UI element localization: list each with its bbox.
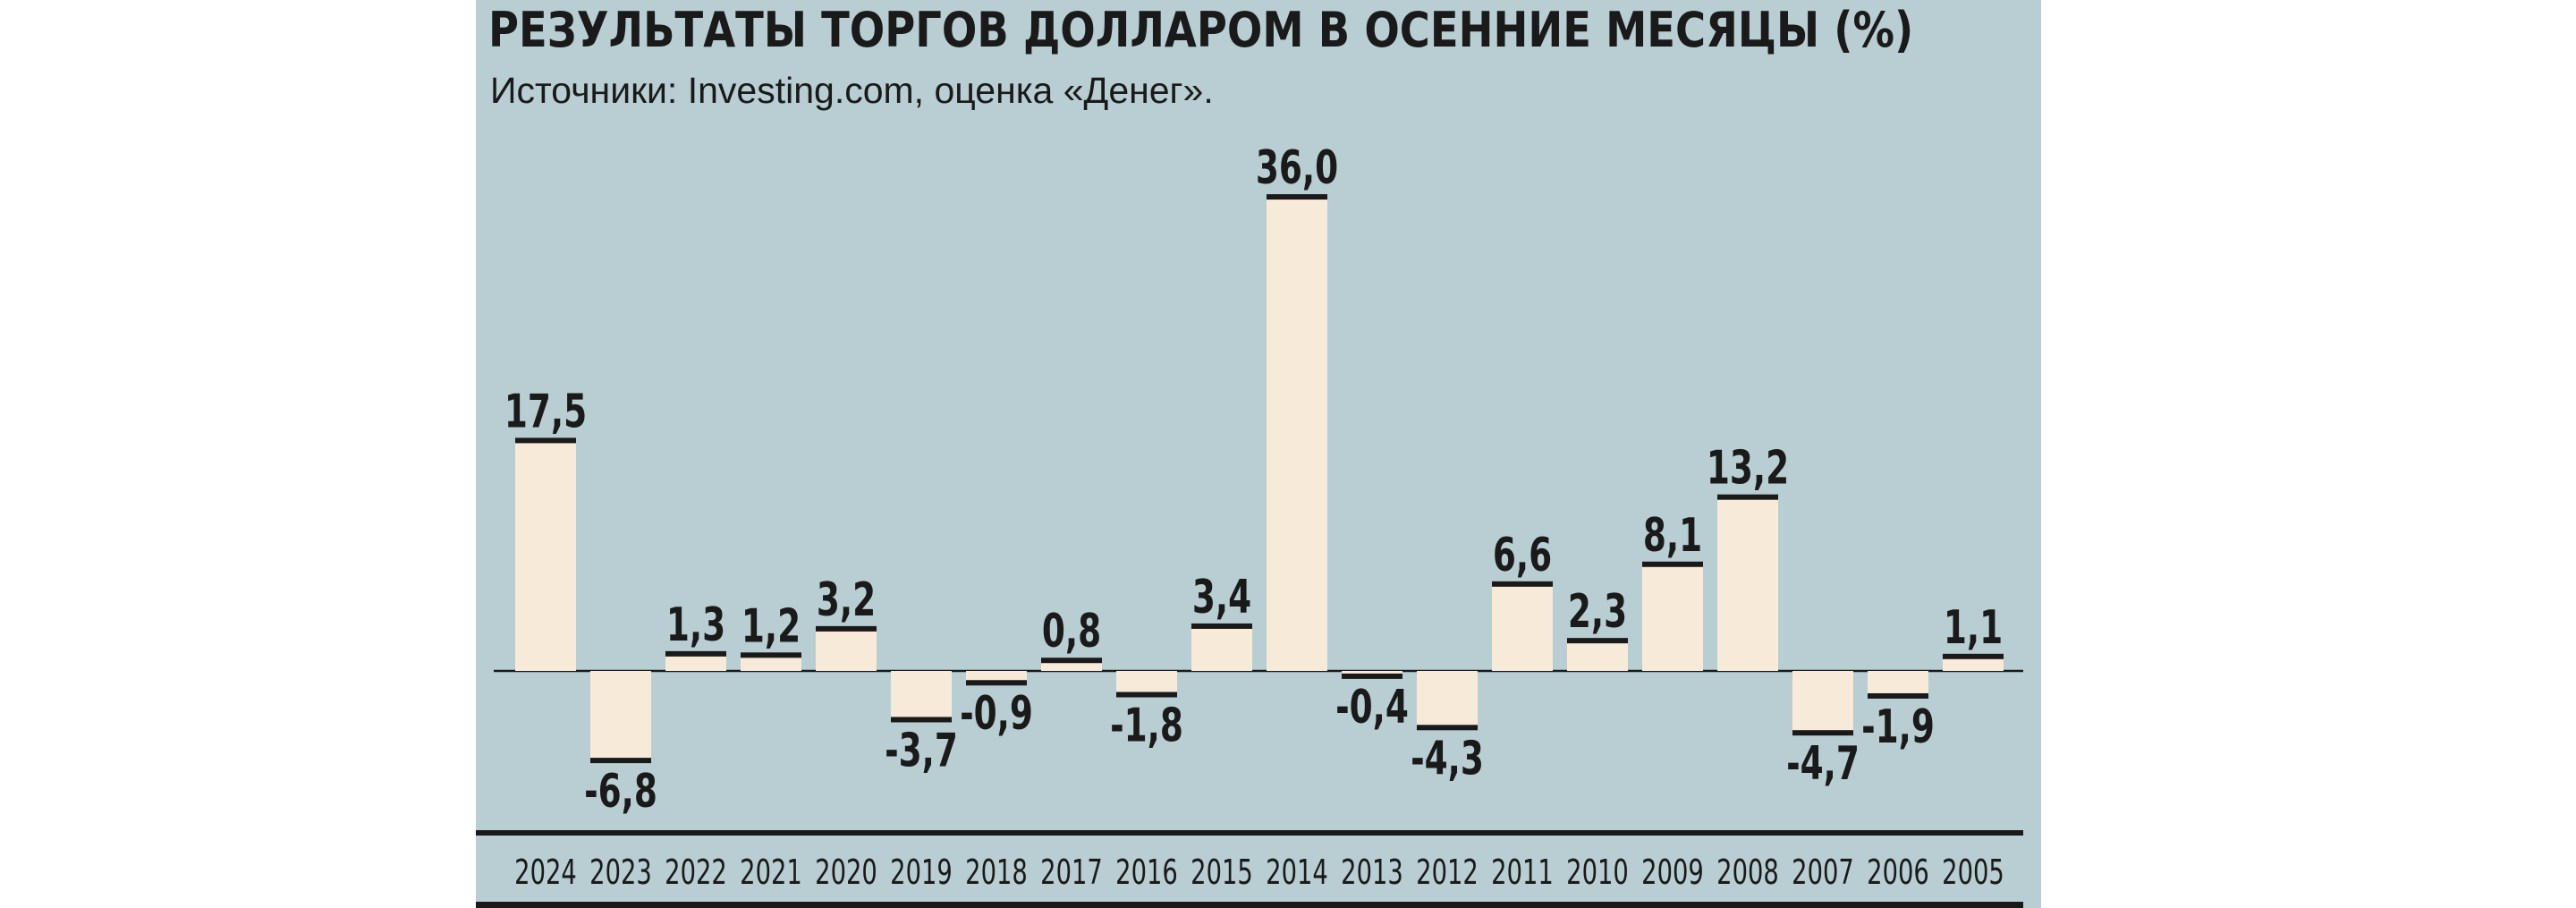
bar-cap [1943,653,2004,659]
bar [1417,671,1478,728]
axis-top-rule [476,830,2023,836]
bar [1492,583,1553,671]
x-tick-label: 2009 [1641,852,1704,892]
bar [590,671,651,761]
value-label: 1,3 [666,598,725,652]
value-label: -0,9 [960,686,1033,741]
bar [1717,496,1778,671]
value-label: 13,2 [1707,440,1789,495]
x-tick-label: 2018 [965,852,1028,892]
x-tick-label: 2017 [1040,852,1103,892]
x-tick-label: 2015 [1191,852,1253,892]
bar-cap [665,650,726,657]
bar [1116,671,1177,695]
bar-cap [1567,638,1628,644]
value-label: -3,7 [885,723,958,777]
bar-cap [816,625,877,632]
bar [515,440,576,671]
chart-panel: РЕЗУЛЬТАТЫ ТОРГОВ ДОЛЛАРОМ В ОСЕННИЕ МЕС… [476,0,2041,908]
bar [1868,671,1928,696]
value-label: 0,8 [1042,604,1101,658]
bar-cap [1041,658,1102,664]
chart-subtitle: Источники: Investing.com, оценка «Денег»… [490,70,1214,111]
x-tick-label: 2021 [740,852,802,892]
bar [966,671,1027,683]
bar [816,628,877,671]
bar [1567,641,1628,671]
bar-cap [1492,581,1553,587]
x-tick-label: 2005 [1942,852,2004,892]
value-label: 6,6 [1493,528,1552,582]
value-label: -0,4 [1335,680,1409,734]
bar-cap [1642,561,1703,567]
bar [1792,671,1853,734]
bar [1943,656,2004,671]
value-label: 17,5 [504,384,587,438]
x-tick-label: 2020 [815,852,877,892]
value-label: 3,4 [1192,570,1251,624]
bar [1267,197,1327,671]
x-tick-label: 2023 [589,852,652,892]
bar-cap [966,680,1027,686]
value-label: 2,3 [1568,584,1627,639]
chart-title: РЕЗУЛЬТАТЫ ТОРГОВ ДОЛЛАРОМ В ОСЕННИЕ МЕС… [488,2,1914,58]
x-tick-label: 2014 [1266,852,1328,892]
value-label: -1,8 [1110,698,1183,752]
bar-cap [1868,692,1928,699]
x-tick-label: 2022 [665,852,727,892]
bar-cap [1267,194,1327,200]
x-tick-label: 2006 [1867,852,1929,892]
bar-cap [1191,623,1252,629]
value-label: 8,1 [1643,508,1702,563]
bar-cap [1717,494,1778,500]
bar-cap [741,652,801,658]
bar-cap [1342,673,1402,679]
bar [1041,660,1102,671]
value-label: 1,1 [1944,600,2003,655]
bar [1191,625,1252,671]
bar-cap [1792,730,1853,736]
x-tick-label: 2008 [1716,852,1779,892]
x-tick-label: 2013 [1341,852,1403,892]
bar-cap [515,437,576,444]
value-label: -4,3 [1411,731,1484,785]
bar [665,653,726,671]
bar-chart: 17,5 2024-6,8 2023 1,3 2022 1,2 2021 3,2 2020 -3,… [476,140,2023,908]
value-label: 1,2 [741,598,801,653]
bar [1642,564,1703,671]
value-label: -4,7 [1786,736,1860,791]
x-tick-label: 2010 [1566,852,1629,892]
x-tick-label: 2016 [1115,852,1178,892]
bar-cap [1116,692,1177,698]
value-label: -6,8 [584,764,657,819]
bar [741,655,801,671]
x-tick-label: 2024 [514,852,577,892]
bar-cap [891,717,952,723]
axis-bottom-rule [476,902,2023,908]
x-tick-label: 2012 [1416,852,1479,892]
x-tick-label: 2007 [1792,852,1854,892]
value-label: 36,0 [1256,140,1338,195]
value-label: -1,9 [1861,700,1935,754]
x-tick-label: 2011 [1491,852,1554,892]
bar-cap [1417,725,1478,731]
bar [891,671,952,720]
bar-cap [590,758,651,764]
x-tick-label: 2019 [890,852,953,892]
value-label: 3,2 [817,573,876,627]
